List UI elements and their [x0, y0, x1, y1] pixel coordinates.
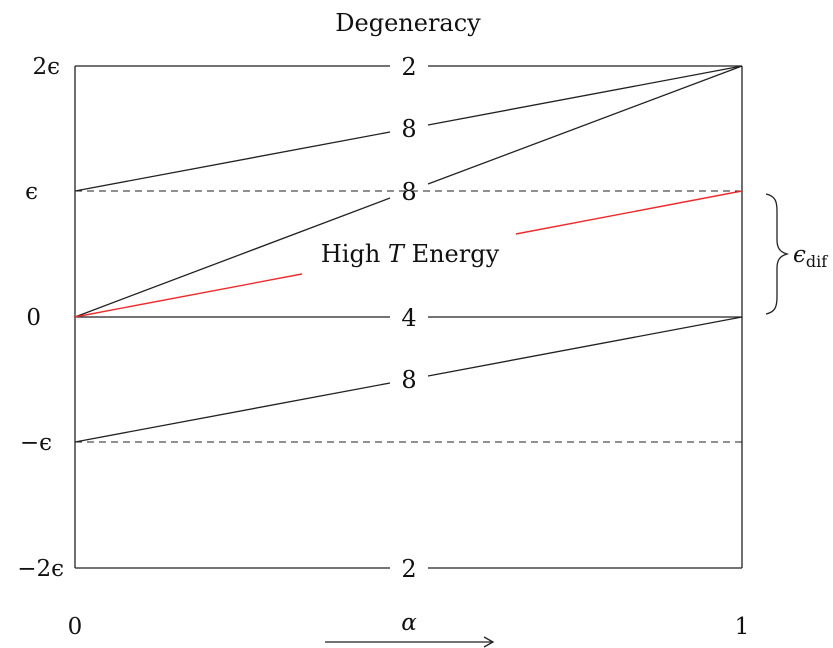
slope-eps-to-2eps-left — [74, 131, 391, 192]
high-t-energy-line-left — [74, 273, 303, 318]
x-axis-arrowhead — [483, 636, 495, 648]
high-t-variable: T — [388, 240, 406, 268]
slope-minus-eps-to-zero-right — [427, 316, 743, 377]
degeneracy-top: 2 — [401, 53, 416, 81]
x-label-one: 1 — [735, 614, 750, 640]
slope-minus-eps-to-zero-left — [74, 382, 391, 443]
y-label-zero: 0 — [26, 305, 41, 331]
high-t-suffix: Energy — [404, 240, 500, 268]
y-label-minus-2eps: −2ϵ — [17, 556, 64, 582]
diagram-title: Degeneracy — [335, 9, 481, 37]
eps-dif-base: ϵ — [793, 242, 806, 268]
slope-zero-to-2eps-left — [74, 197, 391, 318]
slope-eps-to-2eps-right — [427, 65, 743, 126]
eps-dif-subscript: dif — [806, 252, 828, 271]
eps-dif-brace — [765, 193, 790, 315]
x-axis-symbol: α — [401, 610, 417, 636]
high-t-energy-line-right — [515, 190, 743, 235]
y-label-eps: ϵ — [25, 179, 38, 205]
degeneracy-lower-slope: 8 — [401, 366, 416, 394]
x-label-zero: 0 — [68, 614, 83, 640]
degeneracy-steep-slope: 8 — [401, 178, 416, 206]
degeneracy-middle: 4 — [401, 304, 416, 332]
high-t-energy-label: High T Energy — [321, 240, 500, 268]
high-t-prefix: High — [321, 240, 388, 268]
degeneracy-upper-slope: 8 — [401, 115, 416, 143]
eps-dif-label: ϵdif — [793, 242, 828, 271]
y-label-2eps: 2ϵ — [32, 54, 60, 80]
degeneracy-bottom: 2 — [401, 555, 416, 583]
slope-zero-to-2eps-right — [427, 65, 743, 185]
y-label-minus-eps: −ϵ — [20, 430, 52, 456]
